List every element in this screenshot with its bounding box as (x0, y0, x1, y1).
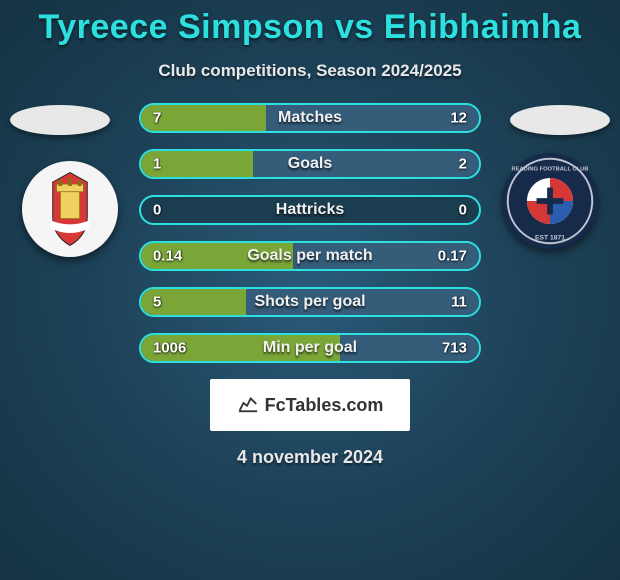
stats-container: 7 Matches 12 1 Goals 2 0 Hattricks 0 0.14 Goals pe… (139, 103, 481, 363)
stat-value-right: 11 (451, 294, 467, 311)
stat-value-left: 7 (153, 110, 161, 127)
stat-fill-right (253, 151, 479, 177)
stat-row: 1 Goals 2 (139, 149, 481, 179)
left-club-crest (22, 161, 118, 257)
svg-text:READING FOOTBALL CLUB: READING FOOTBALL CLUB (512, 166, 589, 172)
stat-value-left: 5 (153, 294, 161, 311)
stat-label: Hattricks (276, 201, 344, 219)
stat-value-left: 0.14 (153, 248, 182, 265)
right-country-flag (510, 105, 610, 135)
stat-row: 1006 Min per goal 713 (139, 333, 481, 363)
stat-label: Matches (278, 109, 342, 127)
branding-label: FcTables.com (265, 395, 384, 416)
subtitle: Club competitions, Season 2024/2025 (0, 61, 620, 81)
stat-row: 5 Shots per goal 11 (139, 287, 481, 317)
stat-value-left: 1006 (153, 340, 186, 357)
stat-label: Goals (288, 155, 332, 173)
date-label: 4 november 2024 (0, 447, 620, 468)
stat-row: 0.14 Goals per match 0.17 (139, 241, 481, 271)
stat-label: Goals per match (247, 247, 372, 265)
page-title: Tyreece Simpson vs Ehibhaimha (0, 0, 620, 47)
stat-row: 0 Hattricks 0 (139, 195, 481, 225)
stat-value-right: 12 (450, 110, 467, 127)
left-country-flag (10, 105, 110, 135)
stat-row: 7 Matches 12 (139, 103, 481, 133)
stat-value-right: 0.17 (438, 248, 467, 265)
stat-value-left: 1 (153, 156, 161, 173)
stat-value-right: 0 (459, 202, 467, 219)
stat-value-left: 0 (153, 202, 161, 219)
branding-badge: FcTables.com (210, 379, 410, 431)
svg-text:EST 1871: EST 1871 (535, 234, 565, 241)
comparison-content: READING FOOTBALL CLUB EST 1871 7 Matches 1… (0, 103, 620, 363)
stat-value-right: 713 (442, 340, 467, 357)
stat-label: Shots per goal (254, 293, 365, 311)
right-club-crest: READING FOOTBALL CLUB EST 1871 (502, 153, 598, 249)
chart-icon (237, 392, 259, 419)
stat-value-right: 2 (459, 156, 467, 173)
stat-label: Min per goal (263, 339, 357, 357)
